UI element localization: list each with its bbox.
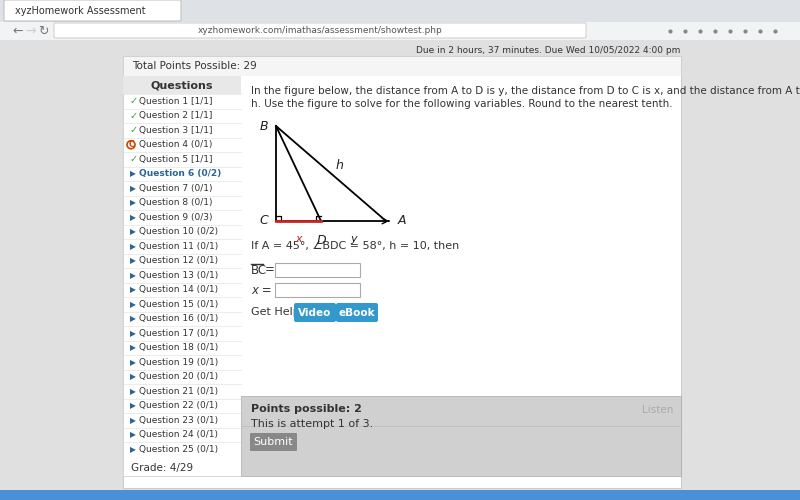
Text: ▶: ▶	[130, 242, 136, 251]
Text: ←: ←	[12, 24, 22, 38]
Text: A: A	[398, 214, 406, 228]
Text: ▶: ▶	[130, 387, 136, 396]
Text: ▶: ▶	[130, 314, 136, 324]
Text: Question 19 (0/1): Question 19 (0/1)	[139, 358, 218, 367]
Bar	[275, 283, 360, 297]
Text: If A = 45°, ∠BDC = 58°, h = 10, then: If A = 45°, ∠BDC = 58°, h = 10, then	[251, 241, 459, 251]
Text: ▶: ▶	[130, 358, 136, 367]
Text: Question 25 (0/1): Question 25 (0/1)	[139, 445, 218, 454]
Text: Due in 2 hours, 37 minutes. Due Wed 10/05/2022 4:00 pm: Due in 2 hours, 37 minutes. Due Wed 10/0…	[416, 46, 680, 55]
Text: Question 7 (0/1): Question 7 (0/1)	[139, 184, 213, 192]
Text: C: C	[259, 214, 268, 228]
Text: Question 22 (0/1): Question 22 (0/1)	[139, 401, 218, 410]
Text: ▶: ▶	[130, 329, 136, 338]
Text: Question 4 (0/1): Question 4 (0/1)	[139, 140, 212, 149]
Text: ✓: ✓	[130, 125, 138, 135]
Text: Question 10 (0/2): Question 10 (0/2)	[139, 227, 218, 236]
Text: BC: BC	[251, 264, 267, 276]
Bar	[123, 76, 241, 476]
Text: Get Help:: Get Help:	[251, 307, 303, 317]
Text: ▶: ▶	[130, 285, 136, 294]
Text: ▶: ▶	[130, 213, 136, 222]
Text: h: h	[336, 159, 344, 172]
Text: y: y	[350, 234, 357, 244]
Text: ✓: ✓	[130, 111, 138, 120]
Text: →: →	[25, 24, 35, 38]
Text: ▶: ▶	[130, 430, 136, 440]
FancyBboxPatch shape	[54, 23, 586, 38]
Bar	[0, 0, 800, 22]
FancyBboxPatch shape	[4, 0, 181, 21]
Bar	[241, 76, 681, 476]
Text: C: C	[128, 140, 134, 149]
Text: Question 2 [1/1]: Question 2 [1/1]	[139, 112, 212, 120]
Text: ▶: ▶	[130, 271, 136, 280]
Text: Points possible: 2: Points possible: 2	[251, 404, 362, 414]
Text: ▶: ▶	[130, 169, 136, 178]
Text: Question 11 (0/1): Question 11 (0/1)	[139, 242, 218, 251]
Text: Question 14 (0/1): Question 14 (0/1)	[139, 285, 218, 294]
Bar	[275, 263, 360, 277]
Text: Question 8 (0/1): Question 8 (0/1)	[139, 198, 213, 207]
Text: Total Points Possible: 29: Total Points Possible: 29	[132, 61, 257, 71]
Text: Question 23 (0/1): Question 23 (0/1)	[139, 416, 218, 425]
Text: Question 13 (0/1): Question 13 (0/1)	[139, 271, 218, 280]
Text: Question 9 (0/3): Question 9 (0/3)	[139, 213, 213, 222]
Text: ▶: ▶	[130, 184, 136, 192]
Text: ▶: ▶	[130, 401, 136, 410]
Text: Question 17 (0/1): Question 17 (0/1)	[139, 329, 218, 338]
Bar	[123, 56, 681, 488]
Text: Question 24 (0/1): Question 24 (0/1)	[139, 430, 218, 440]
Text: Question 6 (0/2): Question 6 (0/2)	[139, 169, 222, 178]
Text: xyzhomework.com/imathas/assessment/showtest.php: xyzhomework.com/imathas/assessment/showt…	[198, 26, 442, 35]
Text: Question 20 (0/1): Question 20 (0/1)	[139, 372, 218, 381]
Text: Video: Video	[298, 308, 332, 318]
Text: Questions: Questions	[150, 80, 214, 90]
Text: h. Use the figure to solve for the following variables. Round to the nearest ten: h. Use the figure to solve for the follo…	[251, 99, 673, 109]
Text: x: x	[295, 234, 302, 244]
Text: Listen: Listen	[642, 405, 673, 415]
Text: ✓: ✓	[130, 96, 138, 106]
Text: Grade: 4/29: Grade: 4/29	[131, 463, 193, 473]
Text: B: B	[259, 120, 268, 132]
Text: =: =	[265, 264, 275, 276]
Text: ▶: ▶	[130, 256, 136, 265]
Text: ▶: ▶	[130, 227, 136, 236]
Text: Question 16 (0/1): Question 16 (0/1)	[139, 314, 218, 324]
Text: In the figure below, the distance from A to D is y, the distance from D to C is : In the figure below, the distance from A…	[251, 86, 800, 96]
Text: This is attempt 1 of 3.: This is attempt 1 of 3.	[251, 419, 374, 429]
Text: ▶: ▶	[130, 416, 136, 425]
Text: ✓: ✓	[130, 154, 138, 164]
Bar	[123, 56, 681, 76]
Bar	[241, 396, 681, 476]
Text: eBook: eBook	[338, 308, 375, 318]
Text: xyzHomework Assessment: xyzHomework Assessment	[15, 6, 146, 16]
Bar	[123, 76, 241, 94]
FancyBboxPatch shape	[336, 303, 378, 322]
Text: ▶: ▶	[130, 372, 136, 381]
Text: ▶: ▶	[130, 300, 136, 308]
FancyBboxPatch shape	[250, 433, 297, 451]
Text: D: D	[316, 234, 326, 247]
Text: Question 18 (0/1): Question 18 (0/1)	[139, 343, 218, 352]
Text: Submit: Submit	[253, 437, 293, 447]
Bar	[0, 490, 800, 500]
Text: Question 12 (0/1): Question 12 (0/1)	[139, 256, 218, 265]
Text: Question 3 [1/1]: Question 3 [1/1]	[139, 126, 213, 134]
Text: Question 15 (0/1): Question 15 (0/1)	[139, 300, 218, 308]
Text: ↻: ↻	[38, 24, 49, 38]
Text: Question 5 [1/1]: Question 5 [1/1]	[139, 155, 213, 164]
Text: Question 21 (0/1): Question 21 (0/1)	[139, 387, 218, 396]
Bar	[0, 22, 800, 40]
Text: ▶: ▶	[130, 445, 136, 454]
Text: ▶: ▶	[130, 198, 136, 207]
Text: x =: x =	[251, 284, 272, 296]
Text: Question 1 [1/1]: Question 1 [1/1]	[139, 97, 213, 106]
Text: ▶: ▶	[130, 343, 136, 352]
FancyBboxPatch shape	[294, 303, 336, 322]
